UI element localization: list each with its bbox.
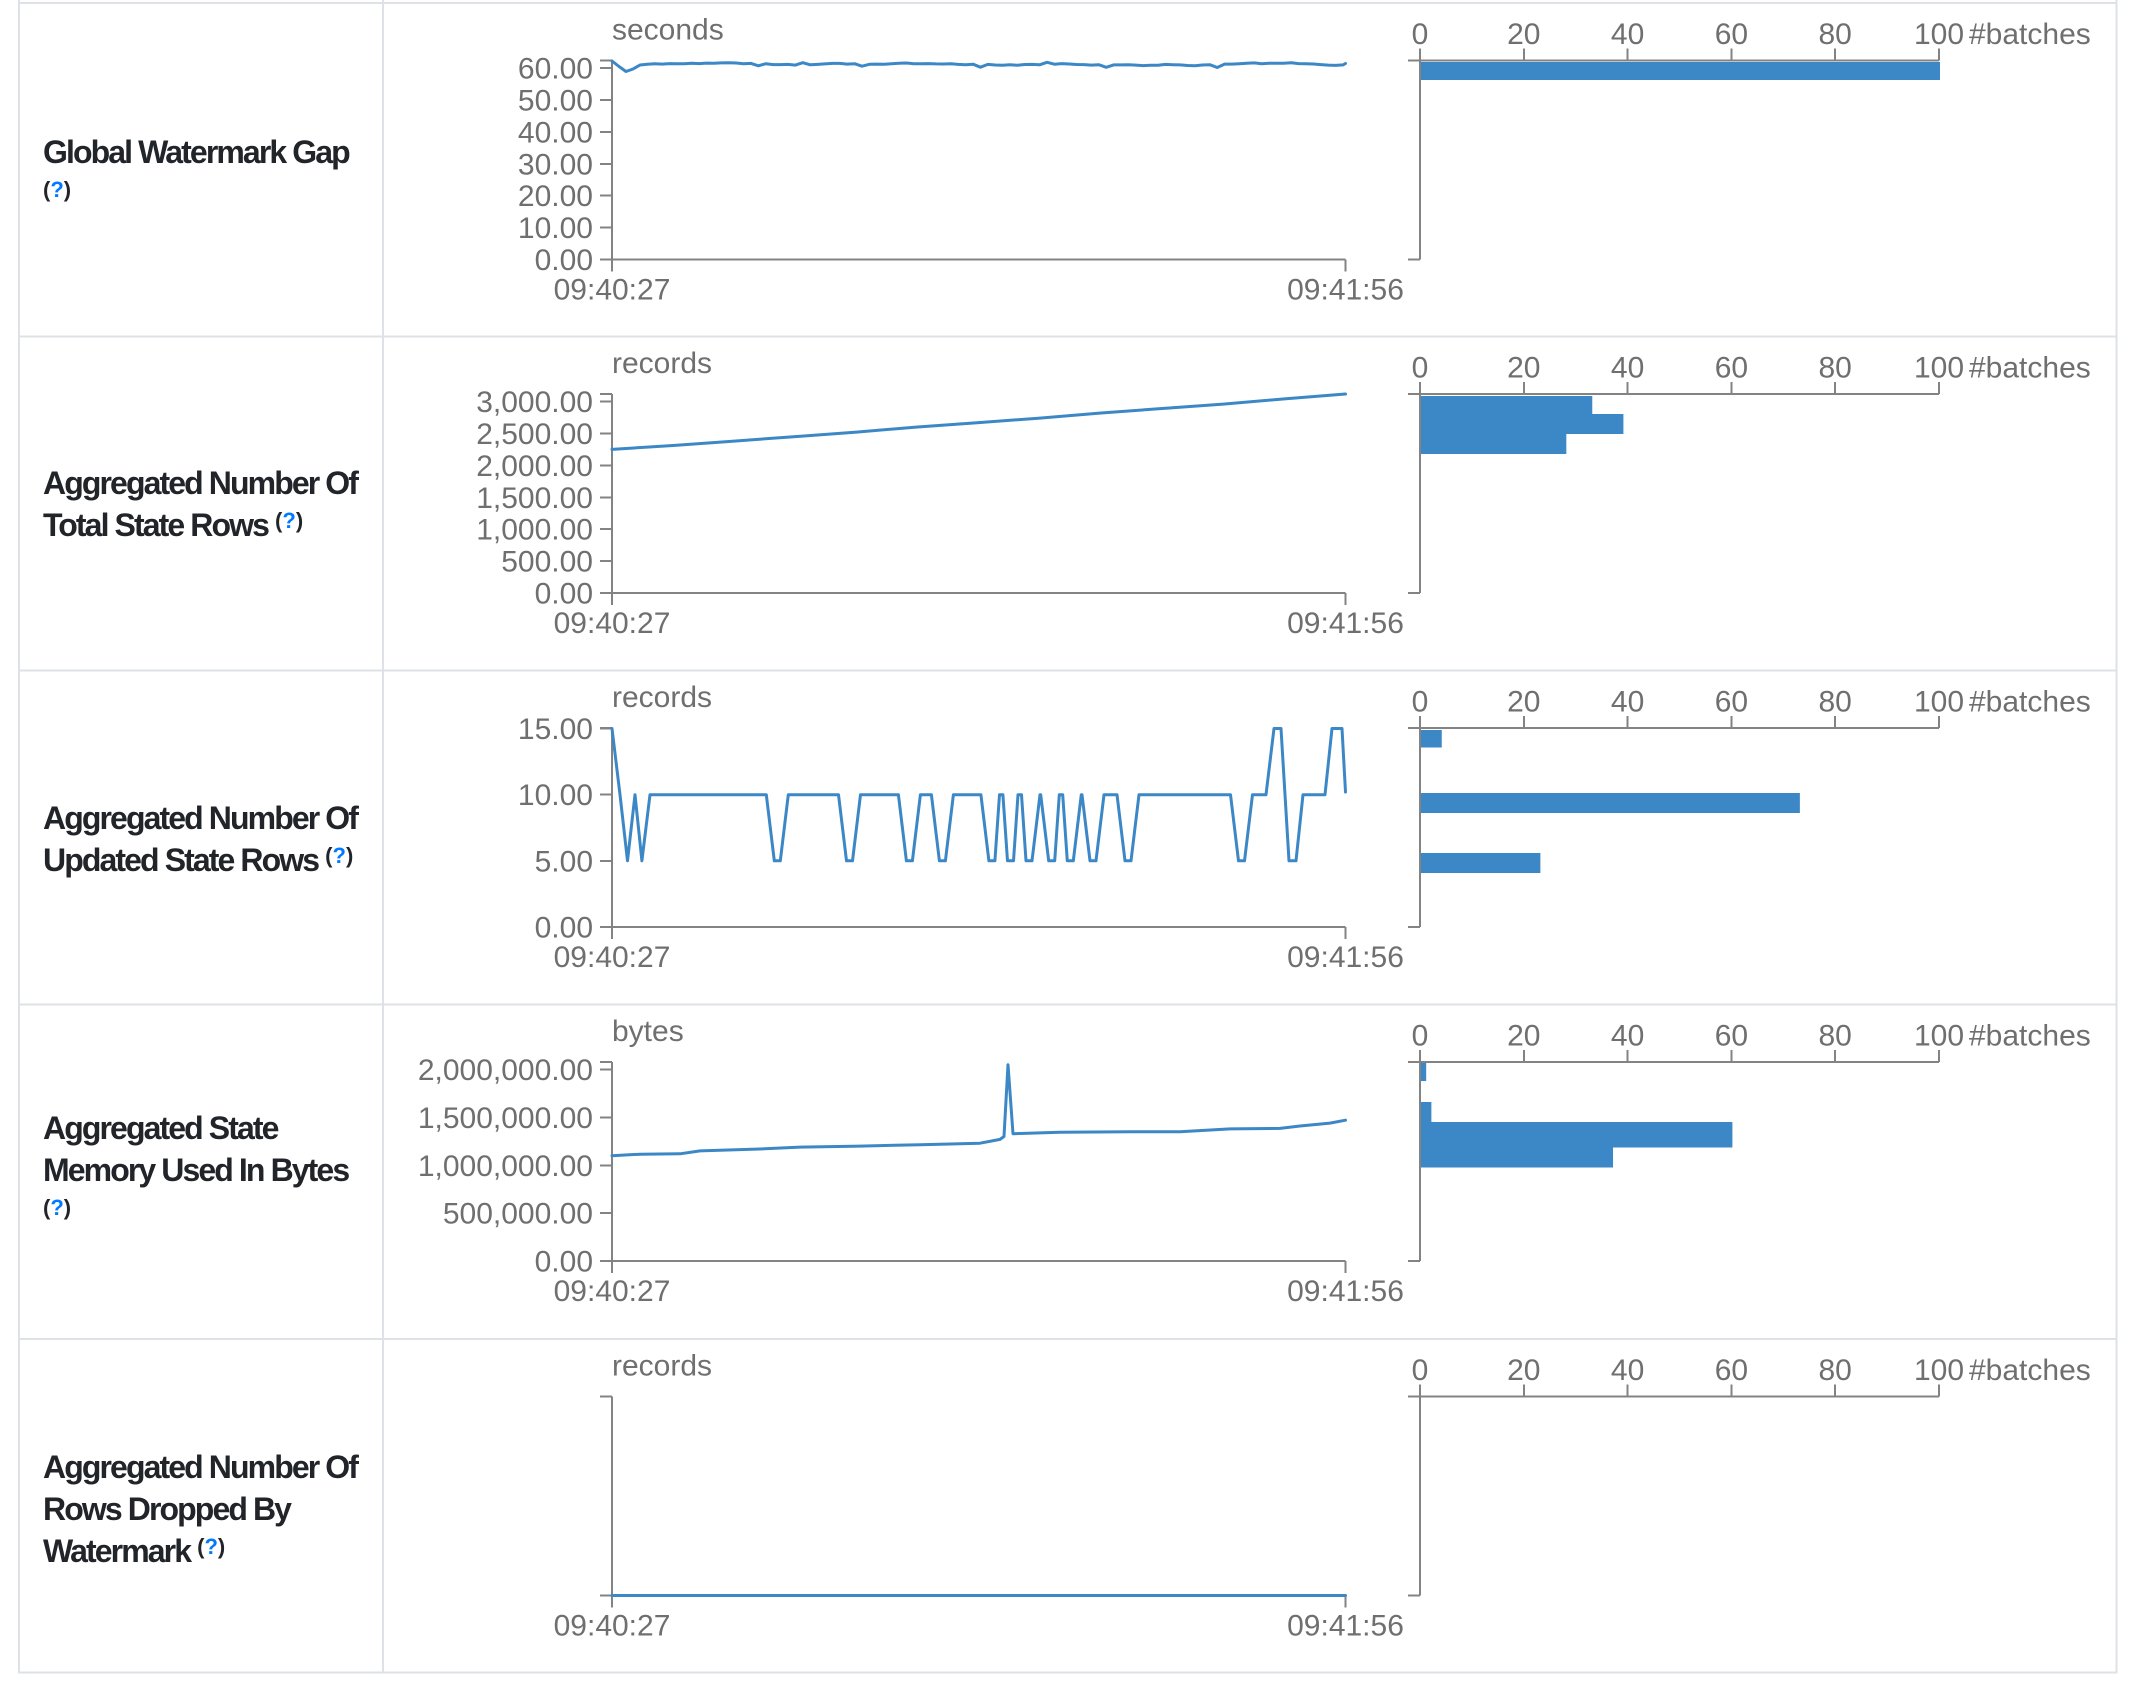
svg-text:0.00: 0.00	[535, 1246, 593, 1279]
svg-text:500.00: 500.00	[501, 546, 593, 579]
svg-text:09:40:27: 09:40:27	[554, 941, 671, 974]
svg-text:09:41:56: 09:41:56	[1287, 1275, 1404, 1308]
svg-text:5.00: 5.00	[535, 845, 593, 878]
svg-text:2,000.00: 2,000.00	[476, 450, 593, 483]
svg-text:80: 80	[1819, 1354, 1852, 1387]
svg-text:80: 80	[1819, 352, 1852, 385]
svg-text:2,500.00: 2,500.00	[476, 418, 593, 451]
svg-text:10.00: 10.00	[518, 779, 593, 812]
svg-text:60: 60	[1715, 1020, 1748, 1053]
svg-text:60.00: 60.00	[518, 53, 593, 86]
svg-text:09:40:27: 09:40:27	[554, 274, 671, 307]
svg-text:records: records	[612, 1350, 712, 1383]
svg-text:100: 100	[1914, 352, 1964, 385]
svg-text:40: 40	[1611, 686, 1644, 719]
svg-text:#batches: #batches	[1969, 352, 2091, 385]
svg-text:#batches: #batches	[1969, 1354, 2091, 1387]
svg-text:20: 20	[1507, 686, 1540, 719]
svg-text:80: 80	[1819, 686, 1852, 719]
svg-text:40: 40	[1611, 352, 1644, 385]
svg-text:30.00: 30.00	[518, 148, 593, 181]
svg-text:40.00: 40.00	[518, 116, 593, 149]
svg-text:0.00: 0.00	[535, 244, 593, 277]
svg-text:09:41:56: 09:41:56	[1287, 1610, 1404, 1643]
svg-text:20: 20	[1507, 1354, 1540, 1387]
svg-text:records: records	[612, 681, 712, 714]
svg-text:#batches: #batches	[1969, 686, 2091, 719]
svg-text:0: 0	[1412, 352, 1429, 385]
svg-text:60: 60	[1715, 352, 1748, 385]
svg-text:20.00: 20.00	[518, 180, 593, 213]
svg-text:1,500,000.00: 1,500,000.00	[418, 1102, 593, 1135]
svg-text:#batches: #batches	[1969, 1020, 2091, 1053]
svg-text:3,000.00: 3,000.00	[476, 386, 593, 419]
svg-text:100: 100	[1914, 1354, 1964, 1387]
svg-text:20: 20	[1507, 352, 1540, 385]
svg-text:10.00: 10.00	[518, 212, 593, 245]
svg-text:50.00: 50.00	[518, 84, 593, 117]
svg-text:0: 0	[1412, 1354, 1429, 1387]
svg-text:0.00: 0.00	[535, 912, 593, 945]
svg-text:09:40:27: 09:40:27	[554, 607, 671, 640]
svg-text:100: 100	[1914, 686, 1964, 719]
svg-text:09:40:27: 09:40:27	[554, 1610, 671, 1643]
svg-text:500,000.00: 500,000.00	[443, 1198, 593, 1231]
svg-text:40: 40	[1611, 1354, 1644, 1387]
svg-text:records: records	[612, 347, 712, 380]
svg-text:0: 0	[1412, 686, 1429, 719]
svg-text:09:41:56: 09:41:56	[1287, 607, 1404, 640]
svg-text:0: 0	[1412, 18, 1429, 51]
svg-text:bytes: bytes	[612, 1015, 684, 1048]
svg-text:0.00: 0.00	[535, 578, 593, 611]
svg-text:60: 60	[1715, 18, 1748, 51]
svg-text:15.00: 15.00	[518, 713, 593, 746]
svg-text:100: 100	[1914, 18, 1964, 51]
svg-text:09:41:56: 09:41:56	[1287, 941, 1404, 974]
svg-text:1,000.00: 1,000.00	[476, 514, 593, 547]
svg-text:20: 20	[1507, 18, 1540, 51]
svg-text:seconds: seconds	[612, 14, 724, 47]
svg-text:40: 40	[1611, 1020, 1644, 1053]
svg-text:09:40:27: 09:40:27	[554, 1275, 671, 1308]
svg-text:#batches: #batches	[1969, 18, 2091, 51]
svg-text:100: 100	[1914, 1020, 1964, 1053]
svg-text:1,500.00: 1,500.00	[476, 482, 593, 515]
svg-text:2,000,000.00: 2,000,000.00	[418, 1054, 593, 1087]
svg-text:09:41:56: 09:41:56	[1287, 274, 1404, 307]
svg-text:80: 80	[1819, 18, 1852, 51]
svg-text:20: 20	[1507, 1020, 1540, 1053]
svg-text:40: 40	[1611, 18, 1644, 51]
svg-text:60: 60	[1715, 1354, 1748, 1387]
svg-text:60: 60	[1715, 686, 1748, 719]
svg-text:80: 80	[1819, 1020, 1852, 1053]
svg-text:0: 0	[1412, 1020, 1429, 1053]
svg-text:1,000,000.00: 1,000,000.00	[418, 1150, 593, 1183]
